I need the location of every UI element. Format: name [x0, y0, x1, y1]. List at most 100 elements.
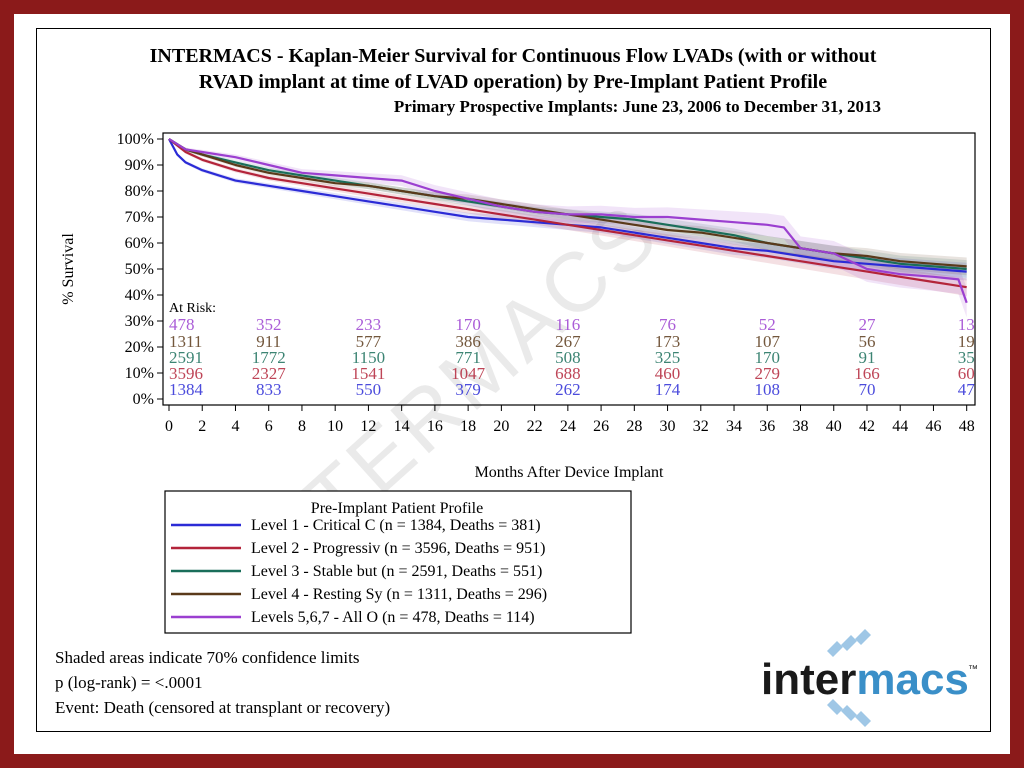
at-risk-value: 325 [655, 348, 681, 367]
legend-box [164, 490, 632, 634]
x-tick-label: 4 [231, 418, 239, 435]
y-tick-label: 30% [125, 313, 154, 330]
x-axis: 0 2 4 6 8 10 12 14 16 18 20 22 24 26 28 30 32 34 36 38 40 42 4… [165, 405, 975, 435]
at-risk-value: 267 [555, 332, 581, 351]
at-risk-table: At Risk:478 352 233 170 116 76 52 27 13 1311 911 57… [169, 301, 975, 399]
at-risk-value: 1541 [351, 364, 385, 383]
note-event: Event: Death (censored at transplant or … [55, 698, 390, 717]
at-risk-value: 508 [555, 348, 581, 367]
logo-chevrons-icon [827, 629, 871, 727]
at-risk-value: 170 [455, 315, 481, 334]
at-risk-value: 56 [858, 332, 875, 351]
y-axis-label: % Survival [60, 233, 77, 305]
x-tick-label: 2 [198, 418, 206, 435]
x-tick-label: 26 [593, 418, 609, 435]
y-tick-label: 100% [117, 131, 154, 148]
at-risk-label: At Risk: [169, 301, 216, 316]
at-risk-value: 170 [755, 348, 781, 367]
at-risk-value: 19 [958, 332, 975, 351]
survival-curve [168, 138, 968, 304]
at-risk-value: 35 [958, 348, 975, 367]
x-tick-label: 8 [298, 418, 306, 435]
at-risk-value: 577 [356, 332, 382, 351]
x-tick-label: 28 [626, 418, 642, 435]
y-tick-label: 80% [125, 183, 154, 200]
at-risk-value: 166 [854, 364, 880, 383]
at-risk-value: 1384 [169, 380, 204, 399]
at-risk-value: 1150 [352, 348, 385, 367]
x-tick-label: 12 [360, 418, 376, 435]
chart-subtitle: Primary Prospective Implants: June 23, 2… [394, 97, 881, 116]
x-tick-label: 30 [660, 418, 676, 435]
at-risk-value: 2327 [252, 364, 287, 383]
y-tick-label: 20% [125, 339, 154, 356]
x-axis-label: Months After Device Implant [475, 464, 664, 481]
x-tick-label: 0 [165, 418, 173, 435]
x-tick-label: 16 [427, 418, 443, 435]
x-tick-label: 14 [394, 418, 410, 435]
logo-trademark: ™ [968, 664, 978, 675]
confidence-band [169, 139, 967, 276]
chart-title-line1: INTERMACS - Kaplan-Meier Survival for Co… [150, 45, 877, 67]
at-risk-value: 2591 [169, 348, 203, 367]
at-risk-value: 352 [256, 315, 282, 334]
at-risk-value: 52 [759, 315, 776, 334]
legend-item-label: Level 1 - Critical C (n = 1384, Deaths =… [251, 517, 541, 534]
at-risk-value: 174 [655, 380, 681, 399]
at-risk-value: 233 [356, 315, 382, 334]
at-risk-value: 262 [555, 380, 581, 399]
at-risk-value: 13 [958, 315, 975, 334]
x-tick-label: 18 [460, 418, 476, 435]
at-risk-value: 771 [455, 348, 481, 367]
intermacs-logo: intermacs ™ [761, 629, 978, 727]
at-risk-value: 550 [356, 380, 382, 399]
survival-curve [168, 138, 967, 289]
at-risk-value: 108 [755, 380, 781, 399]
x-tick-label: 36 [759, 418, 775, 435]
at-risk-value: 47 [958, 380, 976, 399]
x-tick-label: 22 [527, 418, 543, 435]
legend-item-label: Level 4 - Resting Sy (n = 1311, Deaths =… [251, 586, 547, 603]
x-tick-label: 46 [925, 418, 941, 435]
at-risk-value: 1772 [252, 348, 286, 367]
note-logrank: p (log-rank) = <.0001 [55, 673, 203, 692]
x-tick-label: 6 [265, 418, 273, 435]
x-tick-label: 40 [826, 418, 842, 435]
y-tick-label: 40% [125, 287, 154, 304]
y-axis: 0% 10% 20% 30% 40% 50% 60% 70% 80% 90% 100% [117, 131, 163, 408]
at-risk-value: 478 [169, 315, 195, 334]
y-tick-label: 0% [133, 391, 154, 408]
at-risk-value: 173 [655, 332, 681, 351]
y-tick-label: 50% [125, 261, 154, 278]
at-risk-value: 279 [755, 364, 781, 383]
note-confidence: Shaded areas indicate 70% confidence lim… [55, 648, 359, 667]
x-tick-label: 20 [493, 418, 509, 435]
y-tick-label: 10% [125, 365, 154, 382]
survival-curve [168, 138, 967, 273]
at-risk-value: 70 [858, 380, 875, 399]
at-risk-value: 3596 [169, 364, 203, 383]
at-risk-value: 107 [755, 332, 781, 351]
logo-part-macs: macs [856, 655, 969, 704]
x-tick-label: 48 [959, 418, 975, 435]
at-risk-value: 60 [958, 364, 975, 383]
x-tick-label: 38 [793, 418, 809, 435]
x-tick-label: 10 [327, 418, 343, 435]
legend: Pre-Implant Patient Profile Level 1 - Cr… [164, 490, 632, 634]
km-chart: INTERMACS - Kaplan-Meier Survival for Co… [55, 45, 978, 727]
at-risk-value: 379 [455, 380, 481, 399]
chart-title-line2: RVAD implant at time of LVAD operation) … [199, 71, 827, 93]
x-tick-label: 32 [693, 418, 709, 435]
x-tick-label: 24 [560, 418, 576, 435]
legend-title: Pre-Implant Patient Profile [311, 500, 483, 517]
x-tick-label: 34 [726, 418, 742, 435]
y-tick-label: 90% [125, 157, 154, 174]
at-risk-value: 27 [858, 315, 876, 334]
confidence-band [169, 139, 967, 281]
legend-item-label: Level 2 - Progressiv (n = 3596, Deaths =… [251, 540, 545, 557]
x-tick-label: 44 [892, 418, 908, 435]
logo-part-inter: inter [761, 655, 856, 704]
at-risk-value: 460 [655, 364, 681, 383]
x-tick-label: 42 [859, 418, 875, 435]
at-risk-value: 688 [555, 364, 581, 383]
